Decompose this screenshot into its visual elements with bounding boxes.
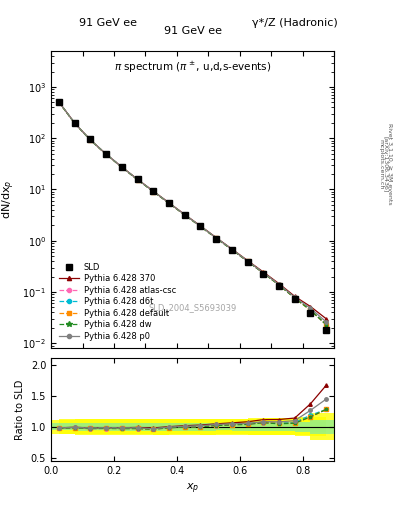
Text: Rivet 3.1.10, ≥ 3M events: Rivet 3.1.10, ≥ 3M events bbox=[0, 511, 1, 512]
Text: mcplots.cern.ch
[arXiv:1306.3436]: mcplots.cern.ch [arXiv:1306.3436] bbox=[0, 511, 1, 512]
Text: γ*/Z (Hadronic): γ*/Z (Hadronic) bbox=[0, 511, 1, 512]
Legend: SLD, Pythia 6.428 370, Pythia 6.428 atlas-csc, Pythia 6.428 d6t, Pythia 6.428 de: SLD, Pythia 6.428 370, Pythia 6.428 atla… bbox=[55, 259, 179, 344]
Text: γ*/Z (Hadronic): γ*/Z (Hadronic) bbox=[0, 511, 1, 512]
Text: $\pi$ spectrum ($\pi^\pm$, u,d,s-events): $\pi$ spectrum ($\pi^\pm$, u,d,s-events) bbox=[114, 60, 271, 75]
Text: 91 GeV ee: 91 GeV ee bbox=[0, 511, 1, 512]
Text: SLD_2004_S5693039: SLD_2004_S5693039 bbox=[149, 304, 237, 312]
Text: mcplots.cern.ch: mcplots.cern.ch bbox=[378, 139, 384, 189]
Text: γ*/Z (Hadronic): γ*/Z (Hadronic) bbox=[252, 18, 338, 28]
Y-axis label: dN/dx$_p$: dN/dx$_p$ bbox=[0, 180, 17, 220]
Text: 91 GeV ee: 91 GeV ee bbox=[79, 18, 137, 28]
Y-axis label: Ratio to SLD: Ratio to SLD bbox=[15, 379, 25, 440]
Text: 91 GeV ee: 91 GeV ee bbox=[163, 26, 222, 36]
Text: Rivet 3.1.10, ≥ 3M events: Rivet 3.1.10, ≥ 3M events bbox=[387, 123, 392, 205]
Text: [arXiv:1306.3436]: [arXiv:1306.3436] bbox=[383, 136, 388, 192]
X-axis label: $x_p$: $x_p$ bbox=[186, 481, 199, 496]
